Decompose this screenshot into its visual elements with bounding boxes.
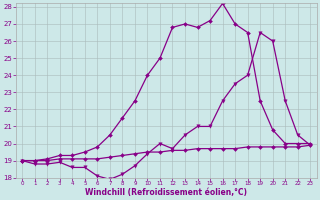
X-axis label: Windchill (Refroidissement éolien,°C): Windchill (Refroidissement éolien,°C) bbox=[85, 188, 247, 197]
